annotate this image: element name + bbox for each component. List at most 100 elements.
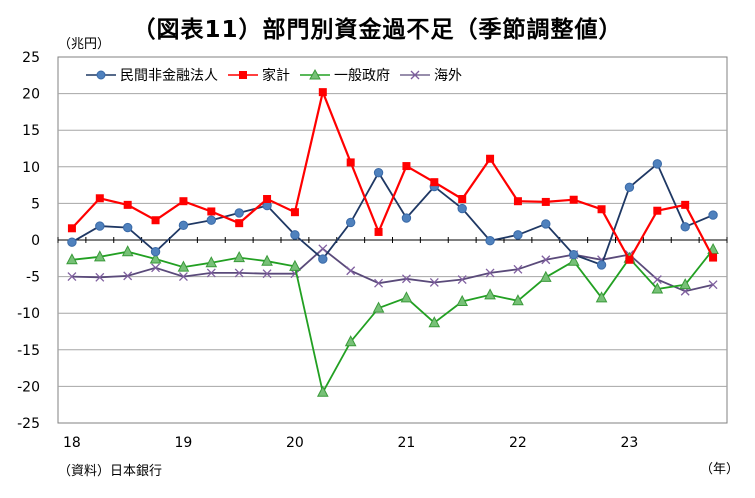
data-point-overseas (401, 274, 411, 284)
y-tick-label: 15 (22, 123, 40, 139)
data-point-household (67, 224, 76, 233)
data-point-government (679, 278, 692, 290)
data-point-overseas (708, 280, 718, 290)
data-point-corporate (485, 236, 495, 246)
data-point-corporate (680, 222, 690, 232)
data-point-overseas (151, 263, 161, 273)
data-point-government (233, 250, 246, 263)
x-tick-label: 21 (398, 435, 416, 451)
y-tick-label: 20 (22, 87, 40, 103)
x-marker-stroke (346, 266, 356, 276)
y-tick-label: -10 (17, 306, 40, 322)
data-point-corporate (234, 208, 244, 218)
data-point-government (344, 335, 357, 347)
x-marker-stroke (429, 277, 439, 287)
data-point-overseas (652, 275, 662, 284)
series-line-household (71, 88, 715, 263)
data-point-corporate (568, 249, 579, 260)
data-point-household (569, 195, 578, 204)
legend-item-corporate: 民間非金融法人 (86, 65, 218, 85)
data-point-household (681, 200, 690, 209)
x-marker-stroke (234, 268, 244, 278)
data-point-government (428, 316, 441, 328)
data-point-household (95, 194, 104, 203)
legend-item-household: 家計 (228, 65, 290, 85)
data-point-corporate (652, 159, 663, 169)
data-point-household (486, 154, 495, 163)
data-point-government (316, 385, 329, 397)
data-point-government (66, 253, 78, 265)
data-point-household (653, 206, 662, 215)
data-point-overseas (429, 277, 439, 287)
x-tick-label: 23 (621, 435, 639, 451)
data-point-household (318, 88, 327, 97)
series-line-corporate (71, 162, 714, 267)
x-marker-stroke (652, 275, 662, 284)
chart-title: （図表11）部門別資金過不足（季節調整値） (132, 17, 623, 43)
data-point-overseas (262, 269, 272, 279)
x-tick-label: 20 (286, 435, 304, 451)
legend-label-overseas: 海外 (434, 68, 462, 84)
data-point-household (402, 162, 411, 171)
data-point-corporate (178, 220, 189, 231)
data-point-household (374, 227, 383, 236)
data-point-overseas (346, 266, 356, 276)
x-marker-stroke (457, 275, 467, 284)
data-point-household (263, 195, 272, 204)
data-point-corporate (541, 219, 551, 229)
data-point-corporate (318, 254, 328, 264)
data-point-household (541, 197, 550, 206)
data-point-corporate (95, 221, 105, 231)
legend-label-household: 家計 (262, 68, 290, 84)
data-point-corporate (708, 210, 718, 220)
data-point-corporate (401, 213, 412, 223)
data-point-household (151, 216, 160, 225)
data-point-government (400, 291, 413, 303)
y-tick-label: -20 (17, 379, 40, 395)
data-point-overseas (513, 264, 523, 274)
data-point-overseas (67, 272, 77, 282)
data-point-overseas (318, 244, 328, 254)
x-marker-stroke (151, 263, 161, 273)
data-point-government (651, 282, 664, 294)
data-point-corporate (150, 247, 161, 257)
legend: 民間非金融法人 家計 一般政府 海外 (86, 65, 472, 85)
data-point-overseas (95, 272, 105, 282)
data-point-overseas (541, 255, 551, 265)
x-tick-label: 19 (175, 435, 193, 451)
data-point-household (123, 200, 132, 209)
data-point-government (372, 301, 385, 313)
legend-item-government: 一般政府 (300, 65, 390, 85)
y-tick-label: 10 (22, 160, 40, 176)
legend-swatch-household (228, 71, 258, 79)
data-point-government (456, 294, 469, 306)
y-tick-label: -15 (17, 343, 40, 359)
data-point-government (539, 270, 552, 282)
data-point-overseas (374, 278, 384, 288)
y-tick-label: 5 (31, 196, 40, 212)
x-tick-label: 22 (509, 435, 527, 451)
legend-swatch-government (300, 68, 330, 80)
series-line-overseas (71, 247, 714, 293)
x-marker-stroke (206, 268, 216, 278)
x-tick-label: 18 (63, 435, 81, 451)
data-point-government (93, 250, 106, 262)
series-line-government (71, 248, 714, 395)
data-point-corporate (206, 215, 217, 225)
data-point-household (290, 208, 299, 217)
data-point-government (595, 291, 608, 303)
data-point-corporate (624, 182, 635, 192)
data-point-overseas (457, 275, 467, 284)
y-tick-label: 25 (22, 50, 40, 66)
x-marker-stroke (123, 271, 133, 281)
data-point-corporate (457, 203, 467, 214)
data-point-government (121, 245, 134, 257)
y-tick-label: -5 (26, 270, 40, 286)
legend-item-overseas: 海外 (400, 65, 462, 85)
x-marker-stroke (290, 269, 300, 279)
data-point-overseas (123, 271, 133, 281)
x-marker-stroke (318, 244, 328, 254)
data-point-corporate (513, 230, 523, 240)
data-point-corporate (596, 260, 607, 270)
data-point-household (709, 253, 718, 262)
